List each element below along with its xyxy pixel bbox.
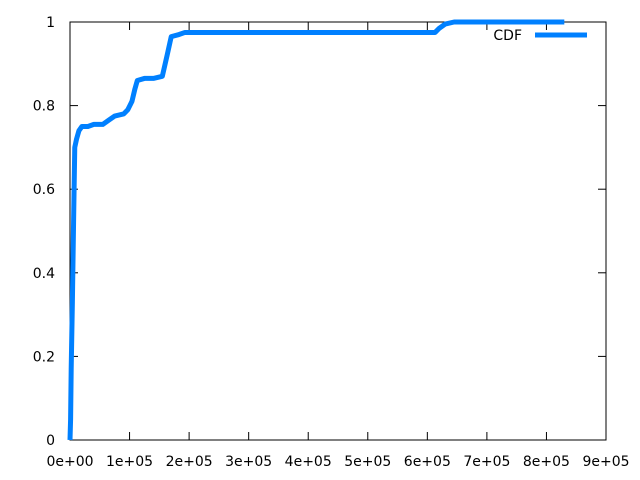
- legend-label: CDF: [493, 28, 522, 44]
- x-tick-label: 5e+05: [344, 454, 391, 470]
- plot-border: [69, 21, 607, 441]
- x-tick-label: 4e+05: [285, 454, 332, 470]
- y-tick-label: 0.2: [33, 349, 55, 365]
- y-tick-label: 0.8: [33, 99, 55, 115]
- x-tick-label: 8e+05: [523, 454, 570, 470]
- y-tick-label: 1: [46, 15, 55, 31]
- x-tick-label: 6e+05: [404, 454, 451, 470]
- legend: CDF: [493, 28, 587, 44]
- y-tick-label: 0: [46, 433, 55, 449]
- y-tick-label: 0.6: [33, 182, 55, 198]
- x-tick-label: 3e+05: [225, 454, 272, 470]
- plot-frame: [69, 21, 607, 441]
- x-tick-label: 7e+05: [463, 454, 510, 470]
- y-axis: 0 0.2 0.4 0.6 0.8 1: [33, 15, 606, 449]
- x-tick-label: 1e+05: [106, 454, 153, 470]
- x-axis: 0e+00 1e+05 2e+05 3e+05 4e+05 5e+05 6e+05 7e+05…: [46, 22, 630, 470]
- series-layer: [67, 19, 565, 441]
- x-tick-label: 9e+05: [582, 454, 629, 470]
- series-line-cdf: [67, 19, 565, 441]
- y-tick-label: 0.4: [33, 266, 55, 282]
- x-tick-label: 0e+00: [46, 454, 93, 470]
- x-tick-label: 2e+05: [166, 454, 213, 470]
